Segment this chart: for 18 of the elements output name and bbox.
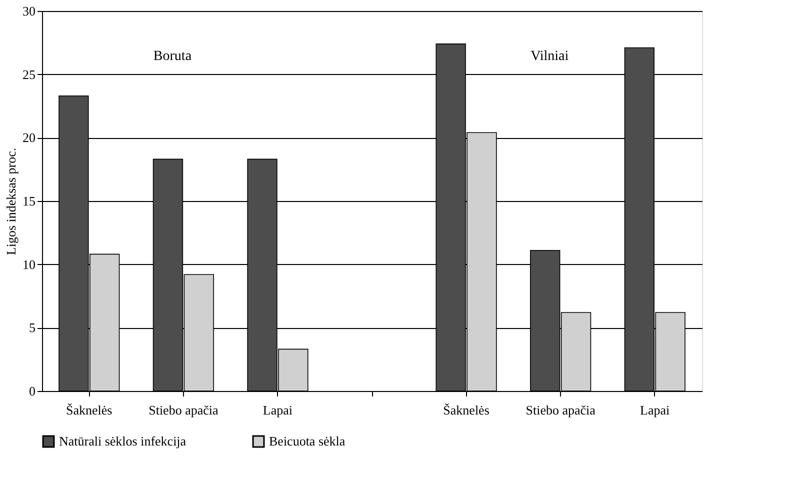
y-tick-label: 15: [22, 194, 36, 208]
y-tick-label: 20: [22, 130, 36, 146]
legend-label: Beicuota sėkla: [269, 434, 346, 449]
x-tick-label: Šaknelės: [443, 402, 490, 418]
x-tick-label: Stiebo apačia: [148, 402, 218, 418]
y-tick-label: 0: [29, 384, 36, 398]
annotation: Vilniai: [530, 49, 569, 64]
y-tick-label: 25: [22, 66, 36, 82]
y-tick-label: 5: [29, 320, 36, 336]
annotation: Boruta: [153, 49, 192, 64]
x-tick-label: Šaknelės: [66, 402, 112, 418]
x-tick-label: Lapai: [262, 402, 293, 418]
x-tick-label: Stiebo apačia: [526, 402, 596, 418]
y-tick-label: 10: [22, 256, 36, 272]
x-tick-label: Lapai: [640, 402, 670, 418]
legend-label: Natūrali sėklos infekcija: [59, 434, 186, 449]
y-axis-title: Ligos indeksas proc.: [4, 148, 18, 256]
y-tick-label: 30: [22, 4, 36, 18]
